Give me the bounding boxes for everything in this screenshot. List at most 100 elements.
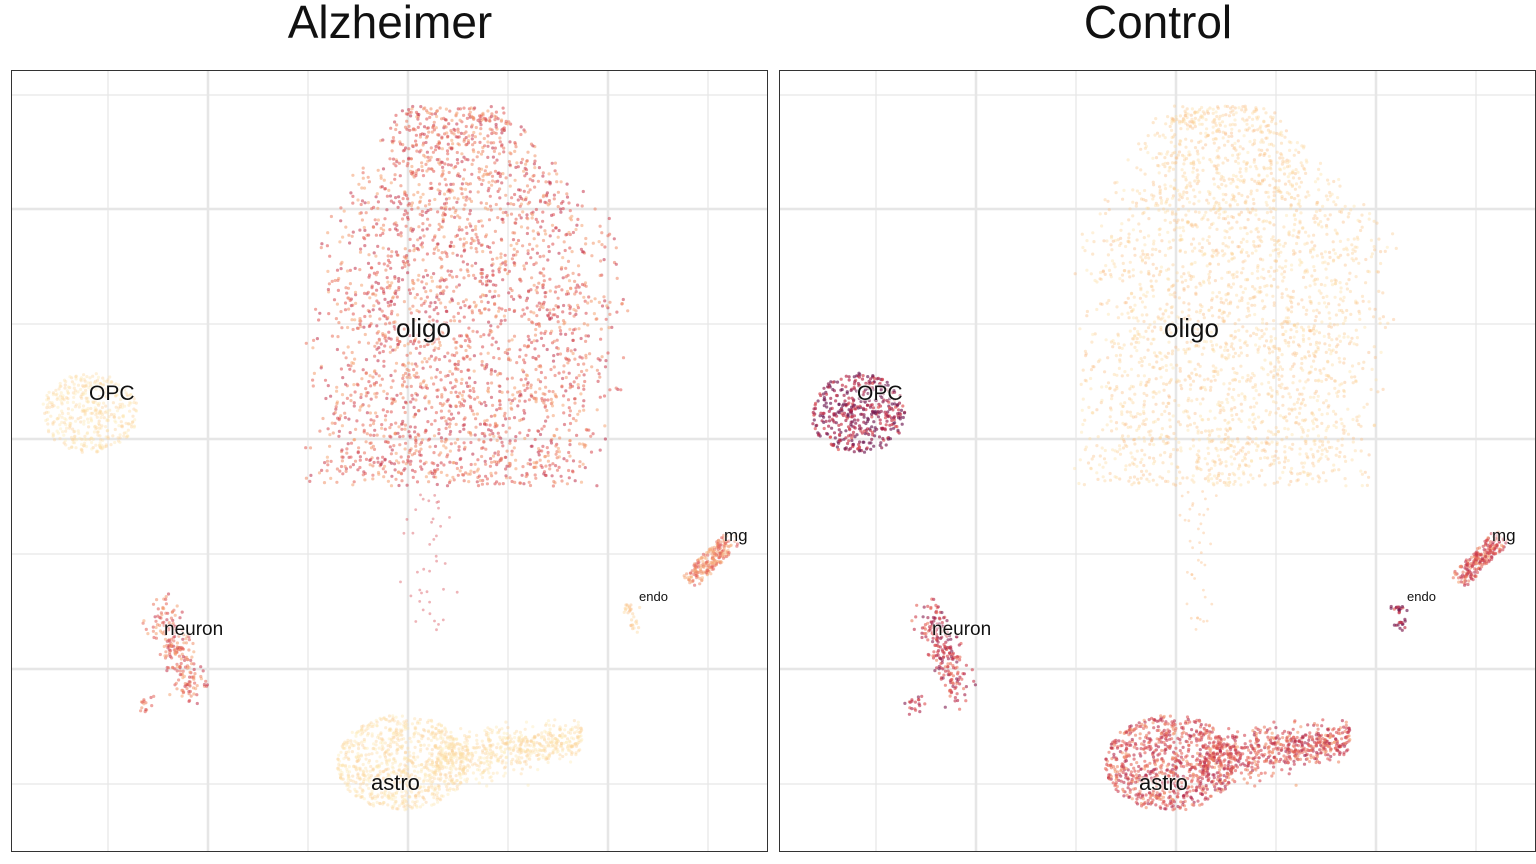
cell-point: [416, 278, 420, 282]
cell-point: [425, 747, 429, 751]
cell-point: [356, 759, 360, 763]
cell-point: [574, 286, 578, 290]
cell-point: [105, 394, 109, 398]
cell-point: [403, 804, 407, 808]
cell-point: [377, 736, 382, 740]
cell-point: [566, 273, 570, 277]
cluster-label-oligo: oligo: [396, 313, 451, 343]
cell-point: [436, 248, 440, 252]
cell-point: [382, 779, 386, 783]
cell-point: [93, 406, 97, 410]
cell-point: [387, 719, 391, 723]
cell-point: [484, 733, 488, 737]
cell-point: [407, 430, 411, 434]
cell-point: [393, 771, 397, 776]
cell-point: [508, 748, 512, 752]
cell-point: [405, 119, 409, 123]
cell-point: [541, 753, 545, 758]
cell-point: [519, 743, 523, 747]
cell-point: [470, 236, 474, 241]
cell-point: [506, 272, 510, 276]
cell-point: [397, 738, 401, 743]
cell-point: [417, 785, 422, 789]
cell-point: [333, 410, 337, 415]
cell-point: [473, 762, 477, 766]
cell-point: [407, 795, 411, 799]
cell-point: [465, 758, 469, 762]
cell-point: [101, 446, 105, 450]
cell-point: [437, 764, 441, 769]
cell-point: [448, 758, 452, 762]
cell-point: [567, 428, 571, 432]
cell-point: [387, 796, 391, 800]
cell-point: [445, 252, 449, 256]
cell-point: [551, 749, 555, 753]
cell-point: [407, 156, 411, 160]
cell-point: [81, 384, 85, 388]
cell-point: [408, 462, 412, 466]
cell-point: [99, 381, 103, 386]
cell-point: [406, 215, 410, 219]
cell-point: [195, 701, 199, 706]
cell-point: [555, 741, 559, 745]
cell-point: [51, 434, 55, 438]
cell-point: [91, 437, 95, 441]
cell-point: [497, 270, 501, 274]
cell-point: [435, 295, 439, 299]
cell-point: [458, 763, 462, 768]
cell-point: [443, 118, 447, 122]
cell-point: [358, 455, 362, 459]
cell-point: [438, 334, 442, 338]
cell-point: [181, 647, 185, 651]
cell-point: [559, 332, 563, 336]
cell-point: [448, 774, 453, 778]
cell-point: [463, 778, 467, 782]
cell-point: [407, 373, 411, 377]
cell-point: [440, 251, 444, 255]
cell-point: [487, 186, 491, 190]
cell-point: [337, 429, 341, 433]
cell-point: [532, 283, 536, 287]
cell-point: [424, 140, 428, 145]
cell-point: [57, 387, 61, 391]
cell-point: [585, 368, 589, 372]
cell-point: [394, 221, 398, 225]
cell-point: [86, 400, 90, 404]
cell-point: [482, 172, 486, 176]
cell-point: [372, 433, 376, 437]
cell-point: [354, 765, 358, 769]
cell-point: [183, 684, 187, 689]
cell-point: [456, 127, 460, 131]
cell-point: [563, 734, 567, 738]
cell-point: [381, 770, 385, 774]
cell-point: [551, 390, 555, 394]
cell-point: [363, 314, 367, 319]
cell-point: [372, 460, 376, 465]
cell-point: [393, 780, 397, 784]
cell-point: [371, 464, 375, 468]
cell-point: [384, 750, 388, 754]
cell-point: [396, 328, 400, 332]
cell-point: [393, 801, 397, 805]
cell-point: [62, 433, 66, 437]
cell-point: [51, 422, 55, 426]
cell-point: [368, 463, 372, 467]
cell-point: [179, 661, 183, 666]
cell-point: [569, 750, 573, 754]
cell-point: [449, 442, 453, 446]
cell-point: [327, 282, 331, 286]
cell-point: [403, 264, 407, 268]
cell-point: [360, 731, 364, 735]
cell-point: [600, 243, 604, 247]
cell-point: [451, 782, 455, 786]
cell-point: [63, 386, 67, 390]
cell-point: [335, 767, 340, 771]
cell-point: [489, 457, 493, 461]
cell-point: [440, 225, 444, 229]
cell-point: [477, 167, 481, 171]
cell-point: [155, 598, 159, 602]
cell-point: [563, 734, 567, 738]
cell-point: [356, 743, 361, 747]
cell-point: [435, 797, 439, 801]
cell-point: [407, 124, 411, 128]
